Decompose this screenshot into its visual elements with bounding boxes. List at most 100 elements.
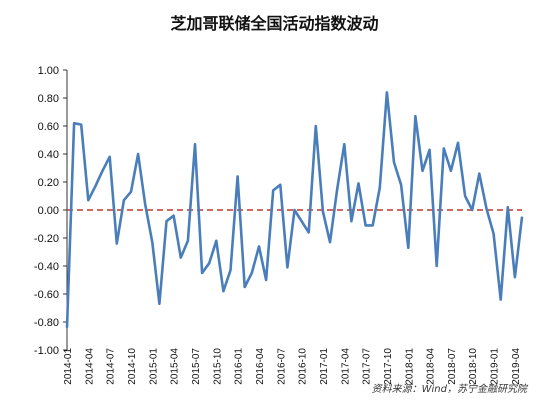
data-point <box>130 191 132 193</box>
y-tick-label: 0.80 <box>38 93 59 105</box>
data-point <box>73 122 75 124</box>
data-point <box>450 170 452 172</box>
x-tick-label: 2014-04 <box>84 348 95 385</box>
y-tick-label: 0.40 <box>38 149 59 161</box>
x-tick-label: 2014-07 <box>106 348 117 385</box>
data-point <box>80 123 83 126</box>
data-point <box>407 247 410 249</box>
data-point <box>123 199 125 201</box>
data-point <box>400 184 402 186</box>
data-point <box>343 143 346 145</box>
data-point <box>87 199 90 201</box>
data-point <box>137 153 139 155</box>
data-point <box>478 172 481 175</box>
y-tick-label: 1.00 <box>38 65 59 77</box>
y-tick-label: -0.80 <box>34 317 59 329</box>
data-point <box>421 170 424 172</box>
data-point <box>258 245 260 248</box>
data-point <box>158 303 161 305</box>
data-point <box>115 242 118 245</box>
data-point <box>442 147 445 150</box>
data-point <box>101 170 104 172</box>
data-point <box>165 220 168 222</box>
data-point <box>243 286 246 288</box>
x-tick-label: 2016-10 <box>298 348 309 385</box>
source-note: 资料来源：Wind，苏宁金融研究院 <box>371 384 527 395</box>
x-tick-label: 2016-04 <box>255 348 266 385</box>
x-tick-label: 2019-04 <box>511 348 522 385</box>
data-point <box>172 214 175 217</box>
x-tick-label: 2015-07 <box>191 348 202 385</box>
data-point <box>428 149 431 151</box>
x-tick-label: 2014-10 <box>127 348 138 385</box>
data-point <box>265 279 267 281</box>
y-tick-label: 0.20 <box>38 177 59 189</box>
data-point <box>222 290 225 293</box>
data-point <box>151 241 154 243</box>
data-point <box>485 207 488 210</box>
data-point <box>457 142 459 144</box>
data-point <box>300 220 303 222</box>
data-point <box>471 209 474 211</box>
y-tick-label: -1.00 <box>34 345 59 357</box>
x-tick-label: 2018-07 <box>447 348 458 385</box>
data-point <box>336 188 338 190</box>
data-point <box>236 175 239 178</box>
y-tick-label: -0.40 <box>34 261 59 273</box>
data-point <box>329 241 331 243</box>
data-point <box>201 272 203 274</box>
data-point <box>364 224 367 227</box>
y-tick-label: -0.60 <box>34 289 59 301</box>
data-point <box>521 216 523 218</box>
data-point <box>350 220 353 222</box>
data-point <box>435 265 438 267</box>
x-tick-label: 2018-01 <box>404 348 415 385</box>
data-point <box>322 210 324 213</box>
y-tick-label: 0.00 <box>38 205 59 217</box>
data-point <box>208 262 210 265</box>
data-point <box>386 91 388 94</box>
data-point <box>379 186 381 189</box>
data-point <box>279 184 282 186</box>
data-point <box>371 224 374 227</box>
x-tick-label: 2015-10 <box>212 348 223 385</box>
data-point <box>414 115 417 117</box>
data-point <box>229 269 232 272</box>
data-point <box>464 195 466 197</box>
x-tick-label: 2016-01 <box>234 348 245 385</box>
y-tick-label: -0.20 <box>34 233 59 245</box>
data-point <box>357 182 360 185</box>
x-tick-label: 2018-04 <box>426 348 437 385</box>
data-point <box>251 272 253 274</box>
data-point <box>179 256 182 259</box>
data-point <box>194 143 196 145</box>
data-point <box>506 206 509 208</box>
y-tick-label: 0.60 <box>38 121 59 133</box>
data-point <box>492 233 495 235</box>
data-point <box>66 326 68 329</box>
x-tick-label: 2016-07 <box>276 348 287 385</box>
data-point <box>514 276 516 279</box>
data-point <box>215 240 218 242</box>
data-point <box>293 209 296 211</box>
x-tick-label: 2017-01 <box>319 348 330 385</box>
x-tick-label: 2015-01 <box>148 348 159 385</box>
x-tick-label: 2017-10 <box>383 348 394 385</box>
x-tick-label: 2017-07 <box>362 348 373 385</box>
data-point <box>286 266 289 269</box>
data-point <box>307 231 310 234</box>
data-point <box>108 156 111 158</box>
data-point <box>187 240 189 242</box>
data-point <box>144 203 147 206</box>
data-point <box>393 161 395 164</box>
data-point <box>272 189 274 192</box>
x-tick-label: 2014-01 <box>63 348 74 385</box>
data-point <box>499 298 502 301</box>
x-tick-label: 2019-01 <box>490 348 501 385</box>
chart-title: 芝加哥联储全国活动指数波动 <box>170 14 379 33</box>
x-tick-label: 2018-10 <box>468 348 479 385</box>
x-tick-label: 2017-04 <box>340 348 351 385</box>
x-tick-label: 2015-04 <box>170 348 181 385</box>
